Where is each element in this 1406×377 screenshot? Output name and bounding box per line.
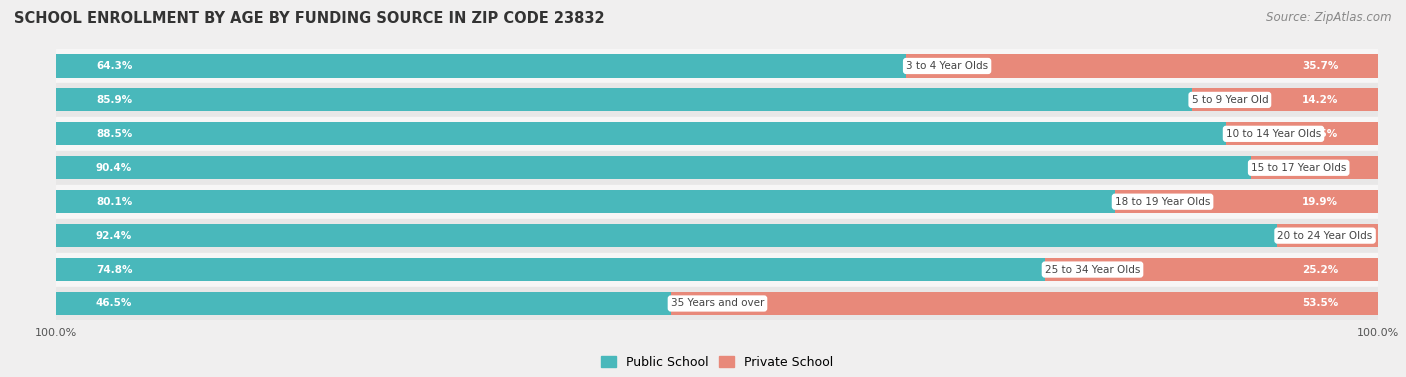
Bar — [1191, 88, 1379, 112]
Text: 14.2%: 14.2% — [1302, 95, 1339, 105]
Text: 11.5%: 11.5% — [1302, 129, 1339, 139]
Bar — [56, 185, 1378, 219]
Text: 35.7%: 35.7% — [1302, 61, 1339, 71]
Bar — [56, 219, 1378, 253]
Text: 53.5%: 53.5% — [1302, 299, 1339, 308]
Text: 20 to 24 Year Olds: 20 to 24 Year Olds — [1278, 231, 1372, 241]
Text: 15 to 17 Year Olds: 15 to 17 Year Olds — [1251, 163, 1347, 173]
Text: 5 to 9 Year Old: 5 to 9 Year Old — [1191, 95, 1268, 105]
Text: 3 to 4 Year Olds: 3 to 4 Year Olds — [905, 61, 988, 71]
Text: 88.5%: 88.5% — [96, 129, 132, 139]
Bar — [56, 117, 1378, 151]
Bar — [56, 156, 1251, 179]
Text: 80.1%: 80.1% — [96, 197, 132, 207]
Text: 92.4%: 92.4% — [96, 231, 132, 241]
Bar — [671, 292, 1378, 315]
Text: 35 Years and over: 35 Years and over — [671, 299, 765, 308]
Text: 46.5%: 46.5% — [96, 299, 132, 308]
Bar — [56, 190, 1115, 213]
Text: 25 to 34 Year Olds: 25 to 34 Year Olds — [1045, 265, 1140, 274]
Text: Source: ZipAtlas.com: Source: ZipAtlas.com — [1267, 11, 1392, 24]
Bar — [905, 54, 1378, 78]
Bar — [56, 287, 1378, 320]
Bar — [56, 122, 1226, 146]
Legend: Public School, Private School: Public School, Private School — [596, 351, 838, 374]
Bar — [56, 253, 1378, 287]
Bar — [1226, 122, 1378, 146]
Text: SCHOOL ENROLLMENT BY AGE BY FUNDING SOURCE IN ZIP CODE 23832: SCHOOL ENROLLMENT BY AGE BY FUNDING SOUR… — [14, 11, 605, 26]
Bar — [56, 292, 671, 315]
Text: 90.4%: 90.4% — [96, 163, 132, 173]
Bar — [1278, 224, 1378, 247]
Bar — [56, 224, 1278, 247]
Text: 85.9%: 85.9% — [96, 95, 132, 105]
Bar — [56, 88, 1191, 112]
Bar — [56, 151, 1378, 185]
Text: 25.2%: 25.2% — [1302, 265, 1339, 274]
Bar — [1115, 190, 1378, 213]
Bar — [56, 83, 1378, 117]
Text: 9.6%: 9.6% — [1309, 163, 1339, 173]
Bar — [56, 54, 905, 78]
Bar — [56, 49, 1378, 83]
Bar — [56, 258, 1045, 281]
Bar — [1251, 156, 1378, 179]
Text: 7.6%: 7.6% — [1309, 231, 1339, 241]
Text: 10 to 14 Year Olds: 10 to 14 Year Olds — [1226, 129, 1322, 139]
Bar — [1045, 258, 1378, 281]
Text: 19.9%: 19.9% — [1302, 197, 1339, 207]
Text: 64.3%: 64.3% — [96, 61, 132, 71]
Text: 18 to 19 Year Olds: 18 to 19 Year Olds — [1115, 197, 1211, 207]
Text: 74.8%: 74.8% — [96, 265, 132, 274]
